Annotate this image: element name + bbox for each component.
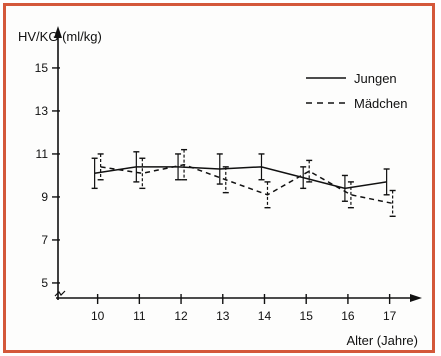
x-tick-label: 15 <box>300 309 314 323</box>
y-tick-label: 9 <box>41 190 48 204</box>
error-bar <box>139 157 146 190</box>
x-tick-label: 17 <box>383 309 397 323</box>
x-tick-label: 12 <box>174 309 188 323</box>
axis-break-mark <box>54 290 66 297</box>
legend-label: Mädchen <box>354 96 407 111</box>
error-bar <box>347 181 354 209</box>
series-layer <box>91 148 396 218</box>
chart-panel: 5 7 9 11 13 15 10 11 12 13 14 15 16 17 Jungen Mädchen … <box>3 3 435 353</box>
error-bar <box>383 168 390 196</box>
y-axis-label: HV/KG (ml/kg) <box>18 29 102 44</box>
error-bar <box>216 153 223 185</box>
y-tick-label: 13 <box>35 104 49 118</box>
x-axis-arrow <box>410 294 422 302</box>
error-bar <box>175 153 182 181</box>
error-bar <box>133 151 140 183</box>
error-bar <box>97 153 104 181</box>
y-tick-label: 7 <box>41 233 48 247</box>
error-bar <box>222 166 229 194</box>
x-axis-label: Alter (Jahre) <box>346 333 418 348</box>
series-line-jungen <box>94 166 387 190</box>
legend-label: Jungen <box>354 71 397 86</box>
y-tick-label: 11 <box>36 147 49 161</box>
error-bar <box>181 148 188 181</box>
error-bar <box>341 174 348 202</box>
x-tick-label: 11 <box>133 309 146 323</box>
y-tick-label: 5 <box>41 276 48 290</box>
error-bar <box>258 153 265 181</box>
error-bar <box>91 157 98 190</box>
x-tick-label: 10 <box>91 309 105 323</box>
legend: Jungen Mädchen <box>306 71 407 111</box>
error-bar <box>264 181 271 209</box>
axes: 5 7 9 11 13 15 10 11 12 13 14 15 16 17 <box>35 26 422 323</box>
y-tick-label: 15 <box>35 61 49 75</box>
error-bar <box>300 166 307 190</box>
x-tick-label: 13 <box>216 309 230 323</box>
x-tick-label: 16 <box>341 309 355 323</box>
y-axis-arrow <box>54 26 62 38</box>
error-bar <box>389 189 396 218</box>
series-line-maedchen <box>100 163 393 205</box>
error-bar <box>306 159 313 183</box>
x-tick-label: 14 <box>258 309 272 323</box>
